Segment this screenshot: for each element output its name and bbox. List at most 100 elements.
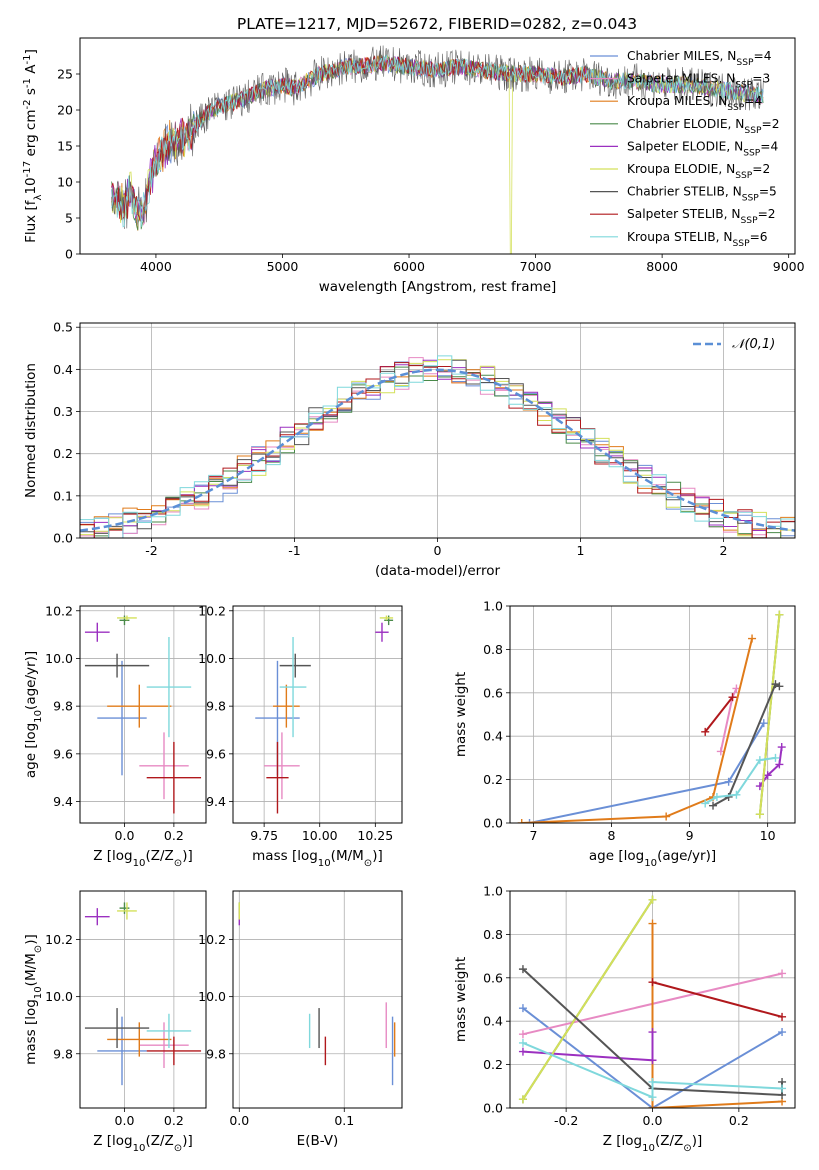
- weight-line-0: [522, 1007, 783, 1108]
- axes-frame: [79, 322, 796, 539]
- weight-marker: [701, 727, 710, 736]
- x-tick-label: 10: [760, 828, 776, 843]
- weight-marker: [775, 682, 784, 691]
- axes-weight_vs_Z: -0.2 0.0 0.2 0.0 0.2 0.4 0.6 0.8 1.0 Z [log10(Z/Z…: [453, 884, 796, 1154]
- axes-spectrum: 4000 5000 6000 7000 8000 9000 0 5 10 15 20 25 wavele…: [22, 37, 805, 295]
- weight-marker: [778, 1028, 787, 1037]
- x-tick-label: -0.2: [554, 1113, 578, 1128]
- x-tick-label: 6000: [393, 259, 425, 274]
- x-tick-label: 0.0: [229, 1113, 249, 1128]
- weight-marker: [518, 1030, 527, 1039]
- y-tick-label: 0.4: [53, 362, 73, 377]
- errorbar-point-6: [84, 1008, 150, 1049]
- weight-marker: [518, 1038, 527, 1047]
- y-tick-label: 0.0: [483, 1101, 503, 1116]
- weight-marker: [759, 719, 768, 728]
- errorbar-point-6: [84, 653, 150, 678]
- x-tick-label: 0: [434, 543, 442, 558]
- y-tick-label: 1.0: [483, 599, 503, 614]
- axes-frame: [79, 37, 796, 255]
- x-axis-label: Z [log10(Z/Z⊙)]: [93, 848, 193, 869]
- axes-frame: [79, 605, 207, 824]
- legend-label-gaussian: 𝒩(0,1): [732, 337, 775, 352]
- y-tick-label: 9.6: [53, 746, 73, 761]
- errorbar-point-3: [119, 615, 130, 626]
- figure-title: PLATE=1217, MJD=52672, FIBERID=0282, z=0…: [237, 15, 637, 33]
- x-tick-label: 0.0: [115, 1113, 135, 1128]
- weight-marker: [712, 792, 721, 801]
- y-tick-label: 10.2: [45, 932, 73, 947]
- spectrum-line-7: [111, 55, 589, 222]
- weight-marker: [709, 801, 718, 810]
- gaussian-curve: [80, 368, 795, 532]
- y-tick-label: 0.5: [53, 320, 73, 335]
- weight-marker: [518, 1047, 527, 1056]
- x-tick-label: 0.0: [643, 1113, 663, 1128]
- weight-marker: [724, 777, 733, 786]
- errorbar-point-5: [379, 615, 394, 621]
- y-tick-label: 9.4: [53, 794, 73, 809]
- x-tick-label: 2: [720, 543, 728, 558]
- y-tick-label: 5: [65, 211, 73, 226]
- axes-mass_vs_EBV: 0.0 0.1 9.8 10.0 10.2 E(B-V): [198, 890, 403, 1149]
- legend-label: Kroupa ELODIE, NSSP=2: [627, 162, 770, 181]
- errorbar-point-4: [84, 622, 110, 642]
- weight-marker: [648, 1104, 657, 1108]
- y-axis-label: mass [log10(M/M⊙)]: [23, 934, 44, 1065]
- x-tick-label: 0.2: [729, 1113, 749, 1128]
- panels: 4000 5000 6000 7000 8000 90000510152025wavele…: [22, 37, 805, 1154]
- legend-label: Chabrier ELODIE, NSSP=2: [627, 117, 779, 136]
- errorbar-point-2: [273, 684, 300, 728]
- legend-label: Salpeter STELIB, NSSP=2: [627, 207, 776, 226]
- weight-marker: [755, 756, 764, 765]
- y-tick-label: 20: [57, 103, 73, 118]
- weight-marker: [518, 1095, 527, 1104]
- y-axis-label: Flux [fλ10-17 erg cm-2 s-1 A-1]: [22, 49, 44, 243]
- errorbar-point-7: [266, 741, 289, 814]
- y-axis-label: mass weight: [453, 672, 469, 757]
- weight-marker: [748, 634, 757, 643]
- errorbar-point-5: [117, 902, 137, 920]
- y-tick-label: 9.8: [53, 1046, 73, 1061]
- axes-frame: [509, 890, 796, 1109]
- weight-marker: [775, 760, 784, 769]
- x-tick-label: 7: [529, 828, 537, 843]
- weight-marker: [778, 1084, 787, 1093]
- axes-mass_vs_Z: 0.0 0.2 9.8 10.0 10.2 Z [log10(Z/Z⊙)] mass [lo…: [23, 890, 207, 1154]
- y-tick-label: 0.2: [483, 772, 503, 787]
- y-tick-label: 0.6: [483, 970, 503, 985]
- weight-marker: [778, 969, 787, 978]
- errorbar-point-8: [146, 637, 192, 738]
- axes-age_vs_Z: 0.0 0.2 9.4 9.6 9.8 10.0 10.2 Z [log10(Z/Z⊙)] ag…: [23, 603, 207, 869]
- errorbar-point-8: [146, 1013, 192, 1049]
- legend-label: Chabrier STELIB, NSSP=5: [627, 185, 777, 204]
- weight-marker: [648, 1056, 657, 1065]
- y-tick-label: 1.0: [483, 884, 503, 899]
- errorbar-point-6: [279, 653, 311, 678]
- weight-line-2: [521, 638, 754, 823]
- y-tick-label: 15: [57, 139, 73, 154]
- weight-marker: [732, 790, 741, 799]
- y-tick-label: 0.8: [483, 642, 503, 657]
- errorbar-point-4: [84, 908, 110, 926]
- weight-marker: [648, 919, 657, 928]
- weight-marker: [517, 819, 526, 823]
- legend-label: Salpeter ELODIE, NSSP=4: [627, 139, 778, 158]
- axes-frame: [79, 890, 207, 1109]
- x-tick-label: 0.2: [164, 1113, 184, 1128]
- plot-area: [233, 606, 402, 823]
- x-axis-label: (data-model)/error: [375, 563, 501, 579]
- y-tick-label: 10.2: [45, 603, 73, 618]
- x-axis-label: E(B-V): [297, 1133, 339, 1149]
- weight-marker: [775, 610, 784, 619]
- weight-marker: [763, 771, 772, 780]
- x-tick-label: 9000: [773, 259, 805, 274]
- y-tick-label: 0: [65, 247, 73, 262]
- y-tick-label: 0.4: [483, 1014, 503, 1029]
- errorbar-point-1: [139, 1022, 189, 1069]
- errorbar-point-1: [264, 732, 300, 800]
- plot-area: [510, 891, 795, 1108]
- x-tick-label: 4000: [140, 259, 172, 274]
- y-tick-label: 9.8: [206, 699, 226, 714]
- weight-line-8: [522, 1041, 783, 1099]
